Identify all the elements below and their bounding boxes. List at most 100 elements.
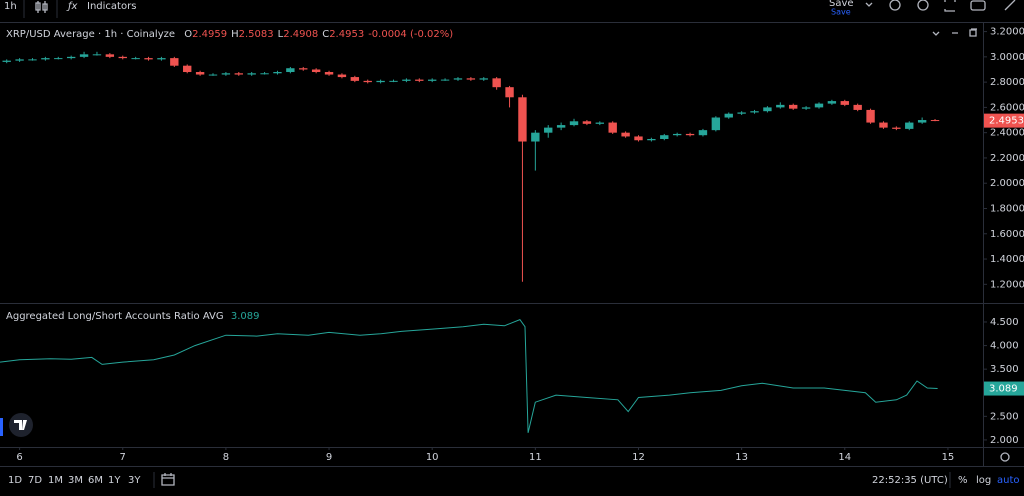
candle-body	[234, 73, 243, 75]
x-tick-label: 12	[632, 452, 645, 463]
auto-toggle[interactable]: auto	[997, 475, 1020, 486]
x-tick-label: 7	[120, 452, 126, 463]
candle-body	[569, 121, 579, 126]
date-range-icon[interactable]	[161, 473, 175, 486]
range-button[interactable]: 3Y	[128, 475, 141, 486]
candle-body	[737, 112, 746, 114]
candle-body	[466, 78, 476, 80]
search-icon[interactable]	[889, 0, 901, 11]
ohlc-value: 2.5083	[239, 29, 274, 40]
save-button[interactable]: Save Save	[829, 0, 854, 17]
last-value-label: 3.089	[989, 384, 1018, 395]
interval-button[interactable]: 1h	[4, 1, 17, 12]
y-tick-label: 4.500	[990, 317, 1019, 328]
candle-body	[144, 58, 153, 60]
candle-body	[131, 58, 140, 60]
indicators-label: Indicators	[87, 1, 136, 12]
candle-body	[518, 97, 527, 142]
candle-body	[376, 80, 385, 83]
ratio-line	[0, 318, 938, 433]
y-tick-label: 2.500	[990, 411, 1019, 422]
y-tick-label: 2.2000	[990, 153, 1024, 164]
x-tick-label: 15	[942, 452, 955, 463]
fullscreen-icon[interactable]	[944, 0, 956, 12]
range-button[interactable]: 6M	[88, 475, 103, 486]
candle-icon	[35, 1, 48, 13]
snapshot-icon[interactable]	[970, 0, 986, 11]
candle-body	[698, 130, 708, 136]
x-tick-label: 14	[838, 452, 851, 463]
candle-body	[763, 107, 772, 112]
ohlc-key: L	[278, 29, 284, 40]
main-legend: XRP/USD Average · 1h · Coinalyze O2.4959…	[6, 29, 453, 40]
candle-type-button[interactable]	[35, 1, 48, 13]
indicators-button[interactable]: ƒx Indicators	[66, 1, 136, 12]
candle-body	[221, 73, 231, 75]
range-button[interactable]: 1M	[48, 475, 63, 486]
candle-body	[789, 104, 798, 109]
range-button[interactable]: 7D	[28, 475, 42, 486]
fx-icon: ƒx	[66, 1, 78, 12]
candle-body	[866, 109, 875, 123]
range-button[interactable]: 1D	[8, 475, 22, 486]
candle-body	[621, 132, 630, 137]
candle-body	[685, 133, 695, 136]
percent-toggle[interactable]: %	[958, 475, 968, 486]
x-tick-label: 10	[426, 452, 439, 463]
candle-body	[324, 72, 334, 75]
save-label: Save	[829, 0, 854, 9]
y-tick-label: 1.8000	[990, 203, 1024, 214]
candle-body	[505, 87, 514, 98]
candle-body	[337, 74, 347, 78]
y-tick-label: 2.8000	[990, 77, 1024, 88]
candle-body	[170, 58, 179, 66]
candle-body	[531, 132, 540, 142]
candle-body	[544, 127, 553, 133]
clock: 22:52:35 (UTC)	[872, 475, 948, 486]
candle-body	[711, 117, 721, 131]
candle-body	[350, 77, 360, 81]
x-tick-label: 6	[16, 452, 22, 463]
candle-body	[801, 107, 811, 109]
save-menu-icon[interactable]	[865, 2, 873, 7]
candle-body	[66, 56, 76, 59]
pane-controls[interactable]	[932, 28, 977, 37]
range-button[interactable]: 3M	[68, 475, 83, 486]
log-toggle[interactable]: log	[976, 475, 991, 486]
ohlc-key: C	[322, 29, 329, 40]
candle-body	[582, 121, 592, 124]
candle-body	[917, 120, 927, 123]
last-price-label: 2.4953	[989, 116, 1024, 127]
last-value-badge	[984, 381, 1024, 396]
candle-body	[440, 79, 450, 81]
range-button[interactable]: 1Y	[108, 475, 121, 486]
ohlc-value: 2.4953	[329, 29, 364, 40]
candle-body	[28, 59, 37, 61]
candle-body	[389, 80, 398, 82]
candle-body	[208, 74, 218, 76]
y-tick-label: 1.4000	[990, 254, 1024, 265]
y-tick-label: 1.2000	[990, 279, 1024, 290]
publish-icon[interactable]	[1004, 0, 1016, 11]
candle-body	[157, 58, 166, 60]
candle-body	[853, 104, 862, 110]
tradingview-logo[interactable]	[9, 413, 33, 437]
candle-body	[660, 135, 669, 139]
candle-body	[608, 122, 617, 133]
y-tick-label: 2.4000	[990, 128, 1024, 139]
pane-buttons	[932, 28, 977, 37]
candle-body	[79, 54, 89, 57]
candle-body	[840, 101, 849, 105]
settings-icon[interactable]	[917, 0, 929, 11]
axis-settings-icon[interactable]	[1000, 452, 1010, 462]
candle-body	[556, 125, 566, 128]
candle-body	[647, 138, 656, 141]
candle-body	[92, 54, 102, 56]
candle-body	[415, 79, 424, 81]
candle-body	[15, 59, 24, 61]
y-tick-label: 3.0000	[990, 52, 1024, 63]
main-title: XRP/USD Average · 1h · Coinalyze	[6, 29, 175, 40]
y-tick-label: 3.500	[990, 364, 1019, 375]
logo-mark	[14, 420, 27, 430]
candle-body	[247, 73, 256, 75]
